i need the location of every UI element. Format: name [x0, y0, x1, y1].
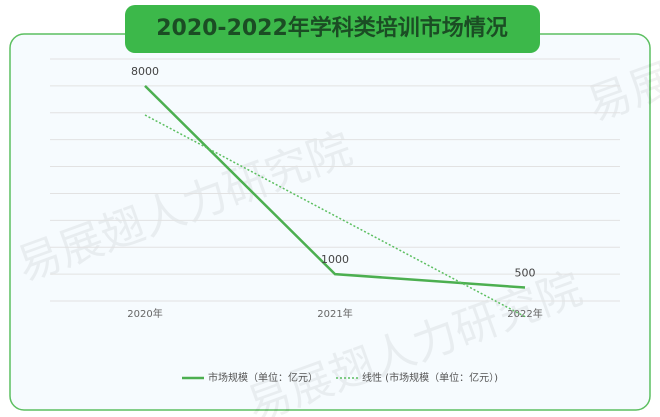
x-tick-label: 2022年	[507, 307, 542, 320]
title-box	[125, 5, 540, 53]
legend-label: 市场规模（单位：亿元）	[208, 371, 318, 384]
x-tick-label: 2021年	[317, 307, 352, 320]
data-label: 500	[515, 267, 536, 280]
chart-title: 2020-2022年学科类培训市场情况	[156, 15, 508, 41]
data-label: 1000	[321, 253, 349, 266]
data-label: 8000	[131, 65, 159, 78]
x-tick-label: 2020年	[127, 307, 162, 320]
legend-label: 线性 (市场规模（单位：亿元）)	[362, 371, 498, 384]
data-line	[144, 85, 526, 289]
